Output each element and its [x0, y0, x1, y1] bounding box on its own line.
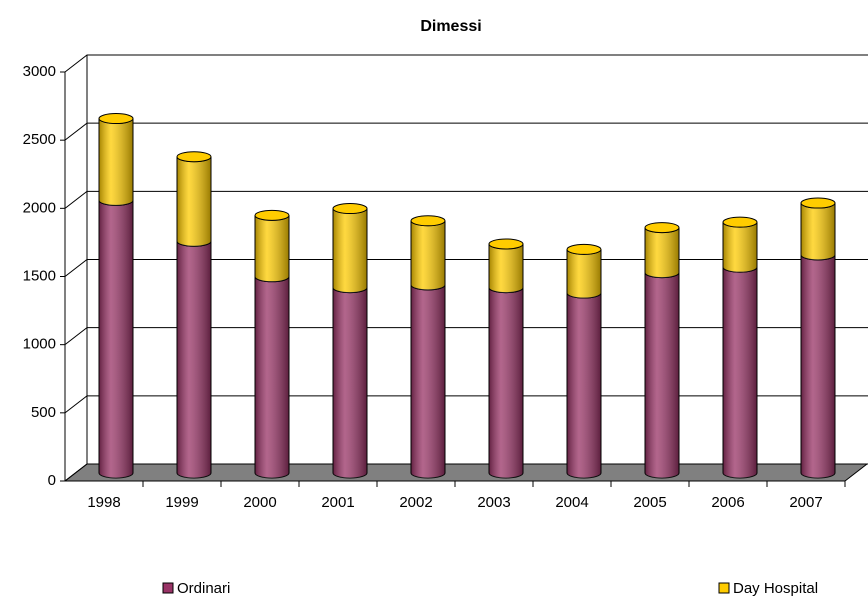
x-tick-label: 2004 — [555, 494, 588, 511]
bar-shade — [177, 241, 211, 478]
bar-shade — [489, 287, 523, 478]
grid-line — [64, 122, 868, 141]
bar-top — [800, 197, 836, 209]
bar-shade — [255, 276, 289, 478]
x-tick-label: 2006 — [711, 494, 744, 511]
bar-shade — [723, 267, 757, 478]
bar-top — [488, 238, 524, 250]
bar-top — [410, 215, 446, 227]
bar-shade — [177, 156, 211, 247]
legend-label: Ordinari — [177, 580, 230, 597]
y-tick-label: 2500 — [23, 131, 56, 148]
x-tick-label: 2000 — [243, 494, 276, 511]
legend-swatch — [162, 582, 174, 594]
grid-line — [64, 463, 868, 482]
x-tick-label: 2003 — [477, 494, 510, 511]
bar-shade — [567, 293, 601, 478]
bar-shade — [411, 220, 445, 290]
bar-shade — [99, 118, 133, 206]
bar-shade — [567, 249, 601, 299]
x-tick-label: 2005 — [633, 494, 666, 511]
bar-shade — [411, 284, 445, 478]
grid-line — [64, 327, 868, 346]
bar-top — [98, 113, 134, 125]
bar-shade — [801, 203, 835, 260]
bar-shade — [645, 272, 679, 478]
grid-line — [64, 190, 868, 209]
legend-label: Day Hospital — [733, 580, 818, 597]
x-tick-label: 1999 — [165, 494, 198, 511]
bar-shade — [255, 215, 289, 282]
legend-swatch — [718, 582, 730, 594]
y-tick-label: 500 — [31, 404, 56, 421]
x-tick-label: 2002 — [399, 494, 432, 511]
bar-shade — [333, 287, 367, 478]
y-tick-label: 2000 — [23, 199, 56, 216]
bar-top — [644, 222, 680, 234]
y-tick-label: 1000 — [23, 336, 56, 353]
bar-shade — [99, 200, 133, 479]
bar-shade — [645, 227, 679, 278]
grid-line — [64, 259, 868, 277]
grid-line — [64, 395, 868, 414]
grid-line — [64, 54, 868, 73]
bar-shade — [801, 254, 835, 478]
y-tick-label: 3000 — [23, 63, 56, 80]
bar-top — [332, 203, 368, 215]
bar-shade — [333, 208, 367, 293]
bar-top — [176, 151, 212, 163]
y-tick-label: 0 — [48, 472, 56, 489]
bar-shade — [723, 222, 757, 273]
bar-top — [566, 243, 602, 255]
y-tick-label: 1500 — [23, 267, 56, 284]
x-tick-label: 2007 — [789, 494, 822, 511]
bar-top — [722, 216, 758, 228]
x-tick-label: 1998 — [87, 494, 120, 511]
x-tick-label: 2001 — [321, 494, 354, 511]
chart-title: Dimessi — [420, 18, 481, 35]
bar-top — [254, 209, 290, 221]
bar-shade — [489, 243, 523, 293]
